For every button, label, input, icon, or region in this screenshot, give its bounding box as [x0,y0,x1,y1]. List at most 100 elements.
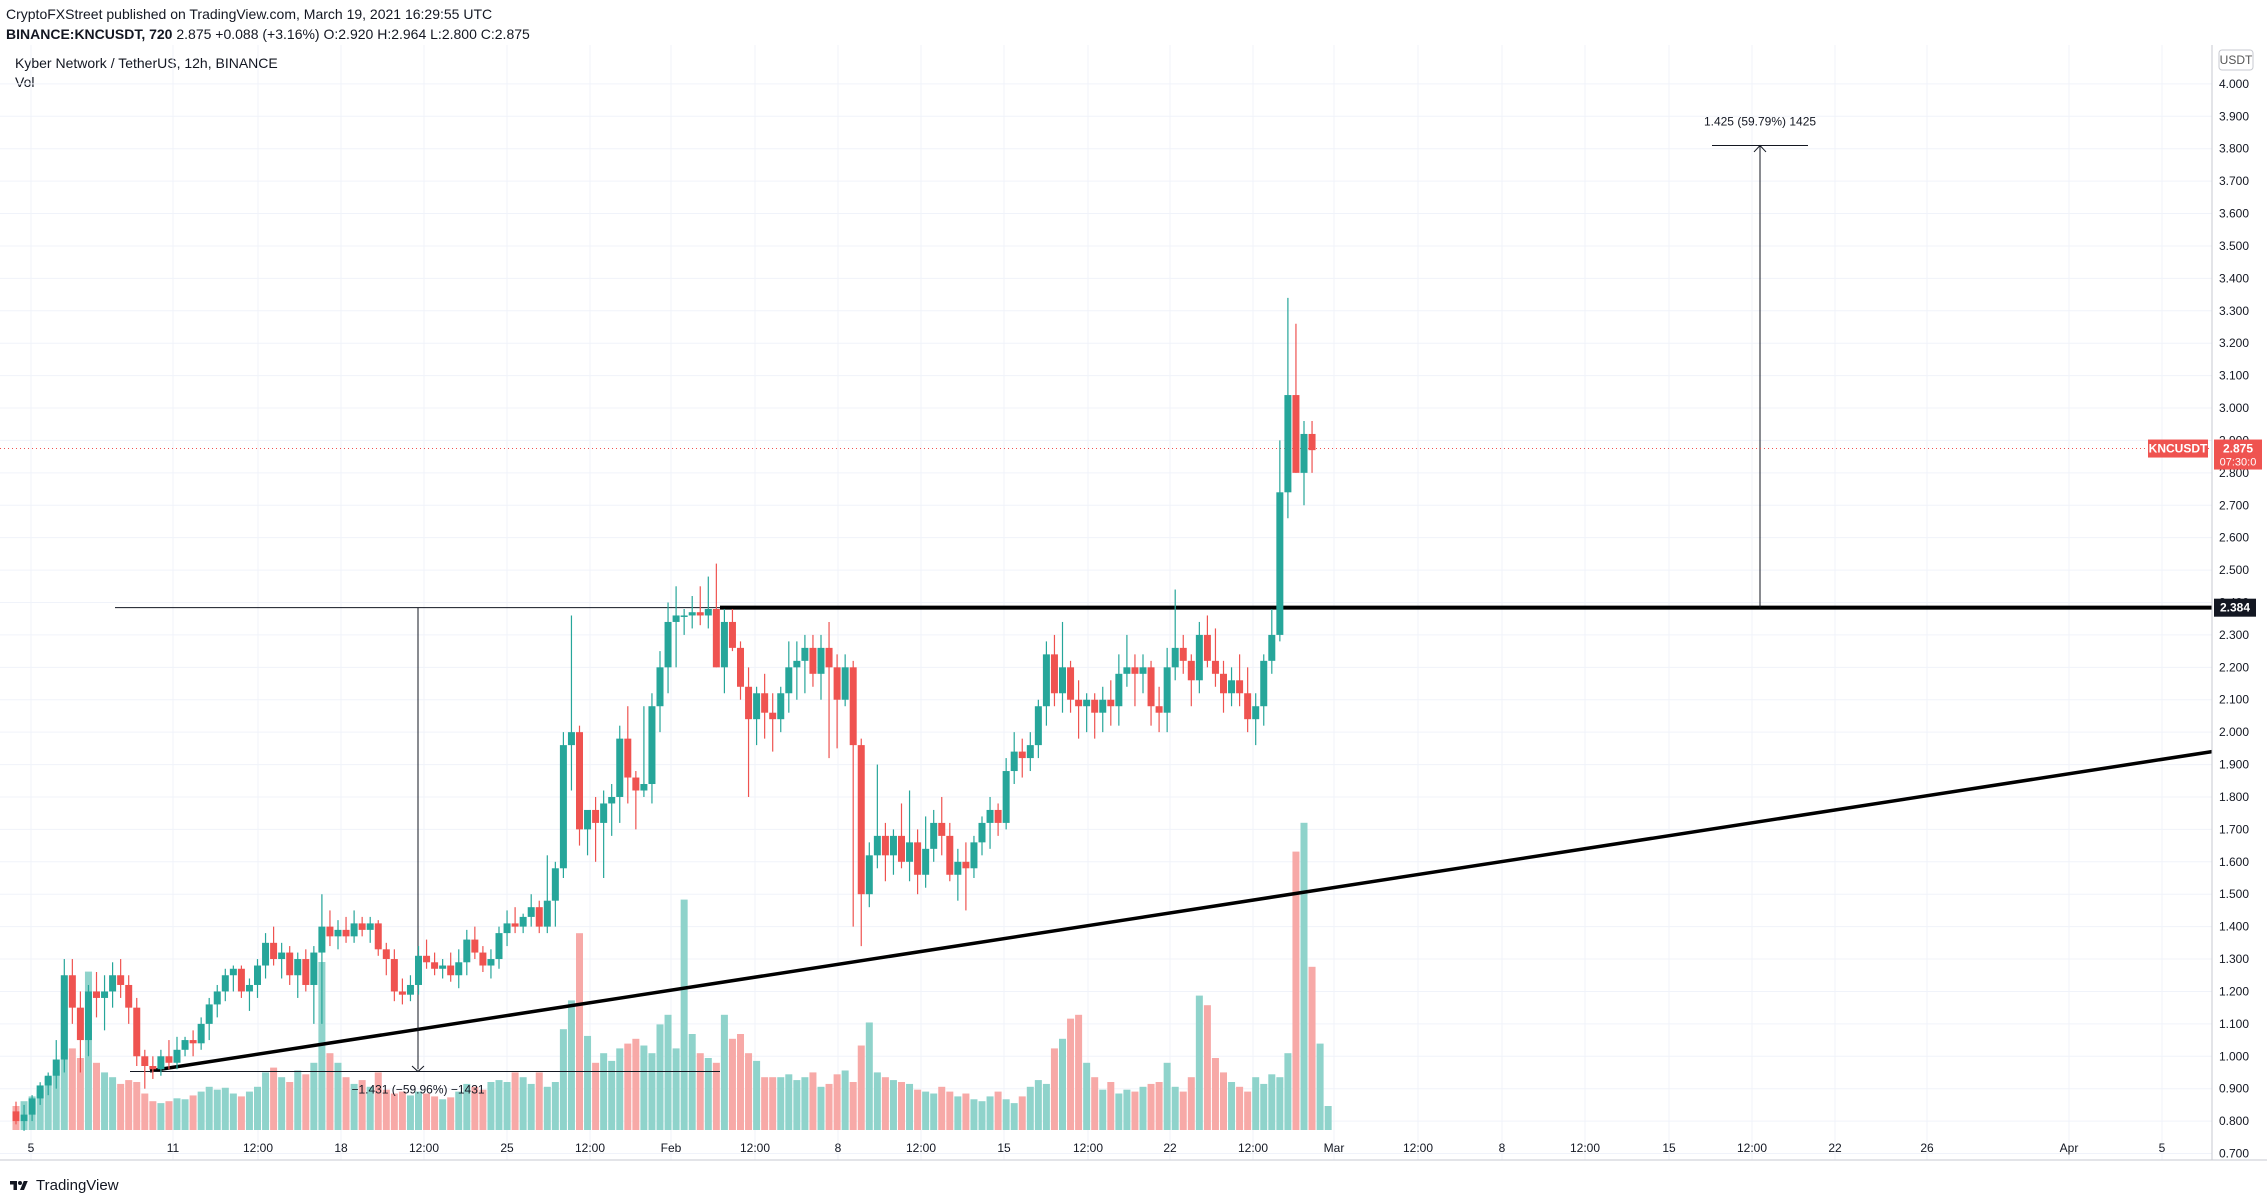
last-price: 2.875 [176,26,212,42]
volume-bar [254,1086,261,1130]
candle-body [914,842,922,875]
candle-body [1292,395,1300,473]
volume-bar [173,1098,181,1130]
candle-body [390,959,398,992]
candle-body [382,949,390,960]
candle-body [157,1056,165,1070]
volume-bar [52,1070,60,1130]
volume-bar [479,1089,487,1130]
candle-body [608,796,616,804]
volume-bar [656,1024,664,1130]
volume-bar [495,1080,503,1130]
candle-body [1284,395,1292,493]
candle-body [873,835,881,856]
time-tick-label: 8 [1499,1141,1506,1155]
candle-body [809,647,817,674]
volume-bar [737,1034,744,1130]
volume-bar [439,1099,447,1130]
candle-body [20,1114,28,1122]
candle-body [447,965,455,976]
volume-bar [608,1060,616,1130]
candle-body [704,608,712,616]
volume-bar [922,1091,930,1130]
volume-bar [1179,1091,1187,1130]
volume-bar [503,1082,511,1130]
price-tick-label: 1.200 [2219,984,2249,998]
volume-bar [1099,1089,1107,1130]
volume-bars [12,822,1332,1130]
price-tick-label: 3.700 [2219,174,2249,188]
symbol-tag-text: KNCUSDT [2149,442,2208,456]
candle-body [431,962,439,969]
candle-body [1067,667,1075,700]
candle-body [543,900,551,927]
volume-bar [632,1038,640,1130]
current-price-text: 2.875 [2223,442,2253,456]
candle-body [181,1040,189,1050]
volume-bar [326,1053,334,1130]
candle-body [1252,706,1260,720]
volume-bar [825,1083,833,1130]
footer-brand: TradingView [36,1177,119,1194]
volume-bar [36,1089,44,1130]
price-tick-label: 4.000 [2219,77,2249,91]
time-tick-label: 12:00 [1737,1141,1767,1155]
volume-bar [624,1043,632,1130]
unit-box [2218,49,2254,71]
volume-bar [769,1077,777,1130]
time-tick-label: 5 [28,1141,35,1155]
time-tick-label: 12:00 [906,1141,936,1155]
volume-bar [857,1045,865,1130]
candle-body [125,984,133,1008]
price-tick-label: 2.200 [2219,660,2249,674]
candlestick-chart[interactable]: 1.425 (59.79%) 1425 −1.431 (−59.96%) −143… [0,43,2267,1167]
ohlc-line: BINANCE:KNCUSDT, 720 2.875 +0.088 (+3.16… [6,24,530,44]
price-tick-label: 0.800 [2219,1114,2249,1128]
volume-bar [149,1101,157,1130]
candle-body [109,975,117,992]
volume-bar [889,1080,897,1130]
candle-body [294,959,302,976]
candle-body [1268,634,1276,661]
time-tick-label: 12:00 [1403,1141,1433,1155]
price-tick-label: 3.600 [2219,207,2249,221]
price-tick-label: 1.400 [2219,920,2249,934]
unit-label: USDT [2220,53,2253,67]
volume-bar [1236,1086,1244,1130]
candle-body [753,693,761,720]
volume-bar [237,1096,245,1130]
candle-body [1075,699,1083,707]
volume-bar [423,1093,431,1130]
volume-bar [970,1099,978,1130]
volume-bar [898,1082,905,1130]
price-tick-label: 2.700 [2219,498,2249,512]
volume-bar [1107,1082,1115,1130]
volume-bar [117,1083,125,1130]
candle-body [1179,647,1187,661]
candle-body [849,667,857,746]
candle-body [624,738,632,778]
volume-bar [1203,1005,1211,1130]
volume-bar [487,1082,495,1130]
candle-body [1026,745,1034,759]
volume-bar [761,1077,769,1130]
open-label: O: [323,26,339,42]
candle-body [922,848,930,875]
candle-body [1139,667,1147,674]
price-tick-label: 3.400 [2219,271,2249,285]
volume-bar [197,1091,205,1130]
candle-body [1042,654,1050,707]
candle-body [310,952,318,985]
volume-bar [471,1086,479,1130]
volume-bar [978,1101,986,1130]
candle-body [318,926,326,953]
volume-bar [1139,1086,1147,1130]
volume-bar [680,899,688,1130]
current-price-tag [2214,439,2262,470]
volume-bar [366,1086,374,1130]
volume-bar [873,1072,881,1130]
volume-bar [841,1070,849,1130]
candle-body [254,965,261,985]
volume-bar [181,1099,189,1130]
